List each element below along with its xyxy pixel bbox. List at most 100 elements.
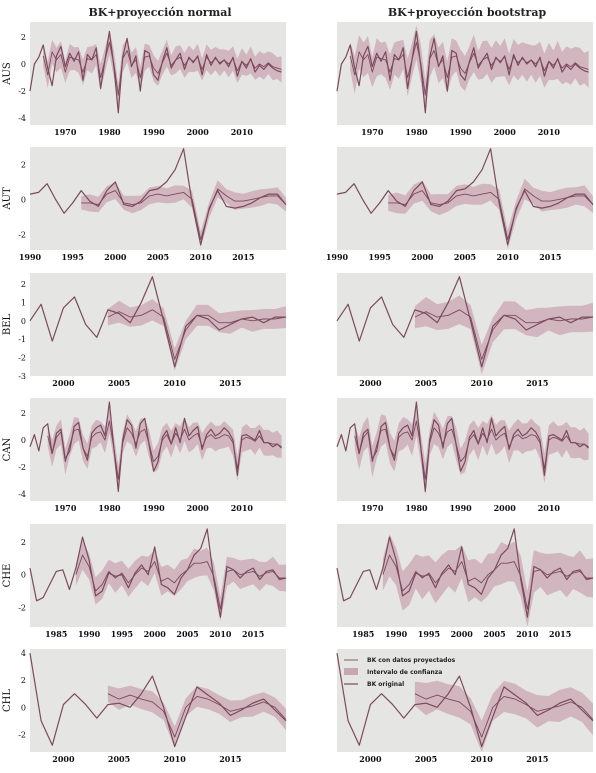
x-tick-label: 1980 <box>98 127 121 137</box>
country-label: AUT <box>2 187 13 211</box>
x-tick-label: 2000 <box>187 127 210 137</box>
y-tick-label: 0 <box>21 317 26 326</box>
y-tick-label: 2 <box>21 160 26 169</box>
original-series-line <box>336 148 594 246</box>
x-tick-label: 2005 <box>415 754 437 764</box>
x-tick-label: 2005 <box>108 378 130 388</box>
x-tick-label: 1980 <box>405 503 428 513</box>
y-tick-label: -1 <box>18 335 26 344</box>
x-tick-label: 2010 <box>497 252 520 262</box>
original-series-line <box>336 653 594 748</box>
x-tick-label: 1990 <box>142 127 165 137</box>
x-tick-label: 1985 <box>352 629 374 639</box>
y-tick-label: -2 <box>18 354 26 363</box>
x-tick-label: 1980 <box>98 503 121 513</box>
country-label: BEL <box>2 314 13 336</box>
confidence-band <box>75 540 287 622</box>
x-tick-label: 2010 <box>538 503 561 513</box>
projected-series-line <box>81 188 287 240</box>
panel-aut-normal: 2 0 -2 1990 1995 2000 2005 2010 2015 AUT <box>2 147 287 262</box>
original-series-line <box>29 653 287 748</box>
y-tick-label: 2 <box>21 538 26 547</box>
y-tick-label: -2 <box>18 603 26 612</box>
original-series-line <box>336 528 594 618</box>
x-tick-label: 1970 <box>54 127 77 137</box>
x-tick-label: 2000 <box>52 754 75 764</box>
original-series-line <box>29 528 287 618</box>
x-tick-label: 2000 <box>359 754 382 764</box>
original-series-line <box>336 30 589 114</box>
y-tick-label: 0 <box>21 571 26 580</box>
y-tick-label: -2 <box>18 230 26 239</box>
y-tick-label: 1 <box>21 298 26 307</box>
x-tick-label: 2005 <box>108 754 130 764</box>
x-tick-label: 2000 <box>144 629 167 639</box>
panel-che-normal: 2 0 -2 1985 1990 1995 2000 2005 2010 2015 CHE <box>2 524 287 639</box>
x-tick-label: 2010 <box>471 754 494 764</box>
confidence-band <box>107 299 287 371</box>
y-tick-label: -2 <box>18 730 26 739</box>
confidence-band <box>43 30 282 106</box>
y-tick-label: 0 <box>21 436 26 445</box>
x-tick-label: 1995 <box>369 252 391 262</box>
legend-swatch-band <box>344 668 358 675</box>
legend-label: BK original <box>367 681 404 688</box>
original-series-line <box>29 148 287 246</box>
country-label: CHL <box>2 689 13 712</box>
original-series-line <box>29 276 286 368</box>
legend-label: BK con datos proyectados <box>367 657 456 664</box>
country-label: CAN <box>2 437 13 461</box>
panel-can-bootstrap: 1970 1980 1990 2000 2010 <box>336 398 593 513</box>
confidence-band <box>382 534 593 627</box>
country-label: CHE <box>2 564 13 588</box>
x-tick-label: 1995 <box>111 629 133 639</box>
panel-bel-bootstrap: 2000 2005 2010 2015 <box>336 273 594 388</box>
x-tick-label: 2000 <box>52 378 75 388</box>
x-tick-label: 2010 <box>164 378 187 388</box>
x-tick-label: 2005 <box>176 629 198 639</box>
x-tick-label: 2000 <box>494 503 517 513</box>
x-tick-label: 1990 <box>385 629 408 639</box>
x-tick-label: 1985 <box>45 629 67 639</box>
x-tick-label: 1970 <box>54 503 77 513</box>
x-tick-label: 2010 <box>231 503 254 513</box>
x-tick-label: 1990 <box>326 252 349 262</box>
y-tick-label: 0 <box>21 195 26 204</box>
confidence-band <box>350 25 589 110</box>
x-tick-label: 1995 <box>418 629 440 639</box>
original-series-line <box>29 30 282 114</box>
x-tick-label: 1990 <box>78 629 101 639</box>
x-tick-label: 1970 <box>361 127 384 137</box>
confidence-band <box>81 180 286 248</box>
x-tick-label: 2010 <box>164 754 187 764</box>
y-tick-label: -4 <box>18 114 26 123</box>
projected-series-line <box>47 420 282 480</box>
confidence-band <box>107 685 287 748</box>
column-title-bootstrap: BK+proyección bootstrap <box>387 6 547 19</box>
panel-aut-bootstrap: 1990 1995 2000 2005 2010 2015 <box>326 147 594 262</box>
original-series-line <box>336 276 593 368</box>
x-tick-label: 2005 <box>454 252 476 262</box>
x-tick-label: 2000 <box>494 127 517 137</box>
x-tick-label: 1990 <box>142 503 165 513</box>
country-label: AUS <box>2 62 13 86</box>
panel-aus-normal: 2 0 -2 -4 1970 1980 1990 2000 2010 AUS <box>2 22 286 137</box>
original-series-line <box>29 401 283 493</box>
x-tick-label: 1995 <box>62 252 84 262</box>
original-series-line <box>336 401 590 493</box>
y-tick-label: 0 <box>21 60 26 69</box>
y-tick-label: 2 <box>21 280 26 289</box>
x-tick-label: 2005 <box>483 629 505 639</box>
x-tick-label: 2010 <box>231 127 254 137</box>
y-tick-label: -3 <box>18 372 26 381</box>
x-tick-label: 2015 <box>526 378 548 388</box>
x-tick-label: 2000 <box>451 629 474 639</box>
x-tick-label: 2010 <box>516 629 539 639</box>
y-tick-label: -4 <box>18 490 26 499</box>
panel-che-bootstrap: 1985 1990 1995 2000 2005 2010 2015 <box>336 524 594 639</box>
x-tick-label: 1970 <box>361 503 384 513</box>
x-tick-label: 2010 <box>209 629 232 639</box>
y-tick-label: -2 <box>18 463 26 472</box>
confidence-band <box>388 178 593 249</box>
